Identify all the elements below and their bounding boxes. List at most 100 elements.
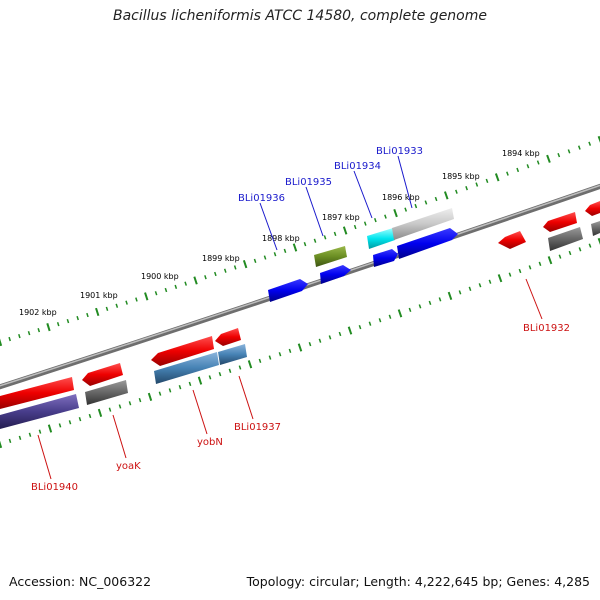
gene-feature[interactable] — [498, 231, 526, 249]
tick-mark — [443, 191, 449, 200]
gene-label-bli01936[interactable]: BLi01936 — [238, 193, 285, 204]
tick-mark — [174, 284, 178, 289]
tick-mark — [138, 397, 142, 403]
gene-feature[interactable] — [314, 246, 347, 267]
tick-mark — [188, 381, 192, 387]
tick-mark — [447, 291, 453, 300]
gene-feature[interactable] — [392, 208, 454, 240]
tick-mark — [223, 268, 227, 273]
gene-feature[interactable] — [215, 328, 241, 346]
gene-label-bli01932[interactable]: BLi01932 — [523, 323, 570, 334]
tick-mark — [506, 171, 509, 176]
tick-mark — [373, 217, 377, 223]
gene-feature[interactable] — [154, 352, 219, 384]
tick-mark — [494, 173, 500, 182]
tick-mark — [418, 304, 422, 309]
gene-feature[interactable] — [397, 228, 458, 259]
tick-mark — [424, 200, 428, 205]
tick-mark — [28, 432, 32, 437]
inner-tick-track — [0, 237, 600, 449]
tick-mark — [328, 335, 332, 340]
accession-text: Accession: NC_006322 — [9, 574, 152, 589]
gene-feature[interactable] — [548, 227, 583, 251]
gene-feature[interactable] — [268, 279, 308, 302]
gene-label-yoak[interactable]: yoaK — [116, 461, 141, 472]
leader-line — [192, 389, 208, 435]
tick-mark — [338, 331, 342, 337]
tick-mark — [168, 388, 172, 393]
ruler-label: 1895 kbp — [442, 172, 480, 181]
tick-mark — [108, 407, 112, 412]
tick-mark — [465, 186, 468, 191]
tick-mark — [597, 237, 600, 245]
tick-mark — [404, 207, 408, 212]
tick-mark — [313, 238, 317, 243]
leader-line — [353, 170, 373, 219]
tick-mark — [577, 145, 581, 150]
tick-mark — [228, 368, 232, 373]
gene-feature[interactable] — [0, 394, 79, 429]
tick-mark — [538, 261, 542, 266]
gene-label-bli01937[interactable]: BLi01937 — [234, 422, 281, 433]
tick-mark — [568, 250, 572, 256]
tick-mark — [303, 241, 307, 247]
leader-line — [112, 414, 127, 459]
tick-mark — [333, 231, 337, 237]
tick-mark — [253, 258, 257, 263]
tick-mark — [0, 440, 3, 449]
tick-mark — [193, 276, 198, 285]
tick-mark — [488, 279, 492, 284]
tick-mark — [516, 167, 520, 173]
tick-mark — [273, 252, 277, 257]
tick-mark — [588, 243, 592, 248]
gene-feature[interactable] — [85, 380, 128, 405]
leader-line — [37, 434, 52, 480]
tick-mark — [37, 328, 41, 333]
gene-label-bli01935[interactable]: BLi01935 — [285, 177, 332, 188]
tick-mark — [76, 315, 80, 321]
gene-label-bli01940[interactable]: BLi01940 — [31, 482, 78, 493]
tick-mark — [434, 196, 438, 202]
tick-mark — [547, 256, 553, 265]
tick-mark — [388, 314, 392, 319]
tick-mark — [384, 214, 387, 219]
tick-mark — [292, 243, 298, 252]
tick-mark — [353, 224, 357, 230]
tick-mark — [58, 423, 62, 428]
gene-feature[interactable] — [585, 201, 600, 216]
gene-feature[interactable] — [151, 336, 214, 366]
tick-mark — [78, 417, 82, 422]
tick-mark — [546, 154, 551, 163]
tick-mark — [397, 309, 403, 318]
gene-feature[interactable] — [320, 265, 351, 284]
tick-mark — [578, 247, 582, 252]
gene-feature[interactable] — [82, 363, 123, 386]
tick-mark — [526, 164, 530, 169]
gene-feature[interactable] — [218, 344, 247, 365]
tick-mark — [144, 292, 149, 301]
tick-mark — [247, 360, 253, 369]
gene-feature[interactable] — [0, 377, 74, 409]
gene-feature[interactable] — [373, 249, 398, 267]
tick-mark — [158, 391, 162, 396]
tick-mark — [358, 324, 362, 330]
tick-mark — [8, 438, 12, 444]
leader-line — [525, 278, 543, 320]
tick-mark — [135, 297, 138, 302]
tick-mark — [47, 424, 53, 433]
leader-line — [397, 155, 413, 209]
tick-mark — [238, 365, 242, 370]
ruler-label: 1900 kbp — [141, 272, 179, 281]
gene-feature[interactable] — [543, 212, 577, 232]
gene-label-yobn[interactable]: yobN — [197, 437, 223, 448]
tick-mark — [68, 420, 72, 425]
gene-feature[interactable] — [591, 221, 600, 236]
tick-mark — [178, 385, 182, 390]
gene-label-bli01934[interactable]: BLi01934 — [334, 161, 381, 172]
gene-feature[interactable] — [367, 228, 395, 249]
gene-label-bli01933[interactable]: BLi01933 — [376, 146, 423, 157]
leader-line — [238, 375, 254, 420]
tick-mark — [56, 322, 60, 327]
